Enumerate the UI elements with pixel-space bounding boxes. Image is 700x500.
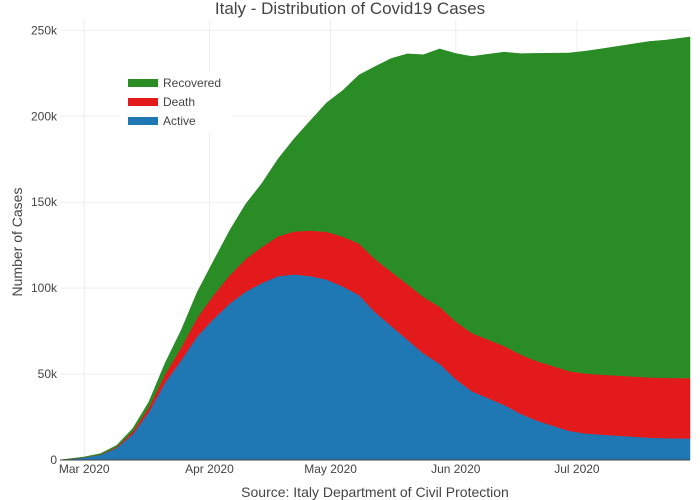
chart-title: Italy - Distribution of Covid19 Cases (215, 0, 485, 18)
x-tick-label: Apr 2020 (185, 462, 234, 476)
area-recovered (59, 36, 691, 461)
y-tick-label: 0 (50, 453, 57, 467)
x-tick-label: Mar 2020 (59, 462, 110, 476)
x-axis-title: Source: Italy Department of Civil Protec… (241, 484, 509, 500)
legend-label-death: Death (163, 95, 195, 109)
y-axis-title: Number of Cases (9, 188, 25, 297)
legend-swatch-death (128, 98, 158, 106)
y-tick-label: 50k (38, 367, 58, 381)
y-tick-label: 250k (31, 23, 58, 37)
legend-label-active: Active (163, 114, 196, 128)
legend-swatch-active (128, 117, 158, 125)
y-tick-label: 200k (31, 109, 58, 123)
axis-layer: 0 50k 100k 150k 200k 250k Mar 2020 Apr 2020 May … (31, 23, 690, 476)
x-tick-label: Jul 2020 (554, 462, 600, 476)
x-tick-label: Jun 2020 (431, 462, 481, 476)
y-tick-label: 100k (31, 281, 58, 295)
legend-swatch-recovered (128, 79, 158, 87)
legend: Recovered Death Active (120, 72, 232, 132)
y-tick-label: 150k (31, 195, 58, 209)
area-layer (59, 36, 691, 461)
legend-label-recovered: Recovered (163, 76, 221, 90)
x-tick-label: May 2020 (304, 462, 357, 476)
